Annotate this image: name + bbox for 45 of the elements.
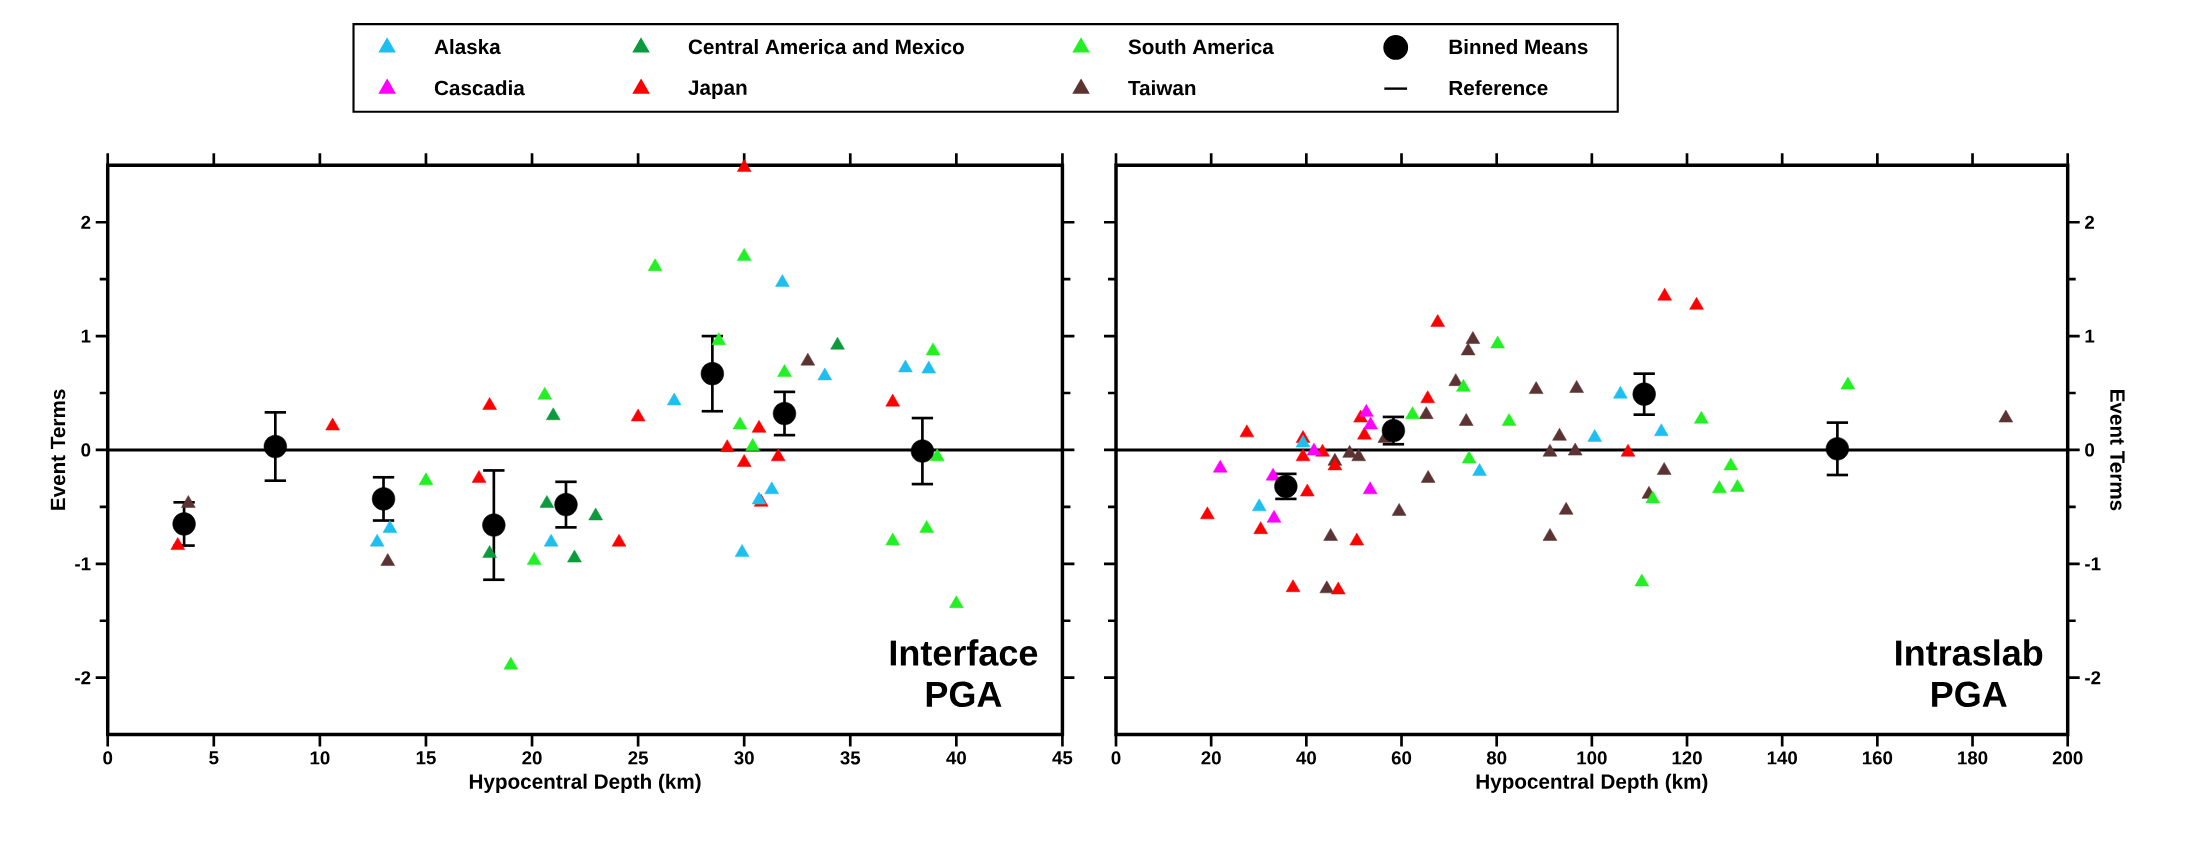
y-tick-label: 2 xyxy=(2085,215,2095,229)
legend-label: South America xyxy=(1128,38,1274,55)
x-tick-label: 20 xyxy=(1201,751,1221,765)
legend-label: Reference xyxy=(1449,80,1548,96)
x-tick-label: 100 xyxy=(1577,751,1607,765)
x-tick-label: 140 xyxy=(1767,751,1797,765)
legend-label: Japan xyxy=(688,80,747,100)
y-tick-label: 0 xyxy=(2085,443,2095,457)
x-tick-label: 35 xyxy=(840,751,861,765)
x-tick-label: 20 xyxy=(522,751,542,765)
x-axis-title: Hypocentral Depth (km) xyxy=(469,773,701,793)
legend-label: Binned Means xyxy=(1449,38,1588,55)
x-tick-label: 80 xyxy=(1486,751,1507,765)
y-axis-title: Event Terms xyxy=(50,389,66,510)
x-tick-label: 40 xyxy=(1296,751,1316,765)
x-tick-label: 5 xyxy=(209,751,219,765)
y-tick-label: 0 xyxy=(81,443,91,457)
legend-label: Central America and Mexico xyxy=(688,38,964,55)
x-tick-label: 10 xyxy=(310,751,330,765)
x-axis-title: Hypocentral Depth (km) xyxy=(1476,773,1708,793)
y-tick-label: -1 xyxy=(2085,557,2101,571)
y-tick-label: 1 xyxy=(81,329,91,343)
legend-label: Taiwan xyxy=(1128,80,1196,96)
y-tick-label: -2 xyxy=(75,671,91,685)
x-tick-label: 200 xyxy=(2052,751,2083,765)
annotation: Intraslab PGA xyxy=(1896,639,2043,708)
x-tick-label: 60 xyxy=(1391,751,1412,765)
x-tick-label: 30 xyxy=(734,751,754,765)
y-tick-label: 2 xyxy=(81,215,91,229)
x-tick-label: 15 xyxy=(416,751,436,765)
legend-label: Cascadia xyxy=(434,80,525,96)
x-tick-label: 40 xyxy=(946,751,966,765)
x-tick-label: 25 xyxy=(628,751,648,765)
legend-label: Alaska xyxy=(434,38,501,55)
x-tick-label: 0 xyxy=(103,751,113,765)
x-tick-label: 120 xyxy=(1672,751,1702,765)
x-tick-label: 45 xyxy=(1052,751,1073,765)
y-tick-label: -2 xyxy=(2085,671,2101,685)
x-tick-label: 160 xyxy=(1862,751,1893,765)
y-tick-label: 1 xyxy=(2085,329,2095,343)
y-tick-label: -1 xyxy=(75,557,91,571)
annotation: Interface PGA xyxy=(890,639,1038,708)
y-axis-title: Event Terms xyxy=(2110,390,2125,511)
x-tick-label: 180 xyxy=(1958,751,1988,765)
x-tick-label: 0 xyxy=(1111,751,1121,765)
